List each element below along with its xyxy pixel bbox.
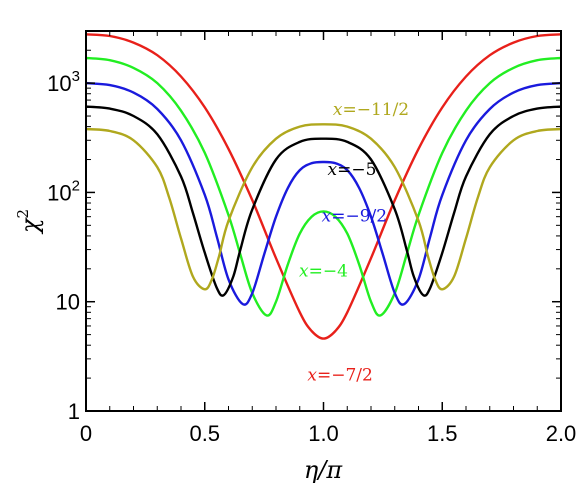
x-axis-title: η/π xyxy=(304,456,343,484)
series-label-value: =−11/2 xyxy=(342,100,409,120)
series-label-value: =−4 xyxy=(309,262,348,282)
series-label-value: =−5 xyxy=(337,160,376,180)
y-tick-label-base: 10 xyxy=(47,71,71,96)
series-line-5 xyxy=(85,123,562,291)
series-line-4 xyxy=(85,105,562,297)
series-label-variable: x xyxy=(328,160,338,180)
series-label-variable: x xyxy=(299,262,309,282)
series-label: x=−7/2 xyxy=(307,366,372,386)
y-tick-label-exponent: 3 xyxy=(72,68,80,85)
y-tick-label-exponent: 2 xyxy=(72,177,80,194)
annotation-layer: x=−11/2x=−5x=−9/2x=−4x=−7/2 xyxy=(299,100,409,385)
series-label: x=−5 xyxy=(328,160,377,180)
series-label-value: =−9/2 xyxy=(331,207,387,227)
series-line-1 xyxy=(85,33,562,340)
y-tick-label: 10 xyxy=(56,290,80,315)
y-axis-title: χ2 xyxy=(14,209,44,235)
y-tick-label: 1 xyxy=(68,399,80,424)
series-label: x=−11/2 xyxy=(333,100,409,120)
series-label-value: =−7/2 xyxy=(317,366,373,386)
y-axis-title-base: χ xyxy=(16,217,44,235)
x-tick-label: 0.5 xyxy=(189,421,220,446)
series-label-variable: x xyxy=(322,207,332,227)
series-label-variable: x xyxy=(307,366,317,386)
plot-background xyxy=(86,31,561,411)
series-label: x=−9/2 xyxy=(322,207,387,227)
x-tick-label: 1.0 xyxy=(308,421,339,446)
x-tick-label: 0 xyxy=(80,421,92,446)
series-layer xyxy=(85,33,562,340)
x-tick-label: 1.5 xyxy=(427,421,458,446)
y-axis-title-superscript: 2 xyxy=(14,209,32,219)
y-tick-label: 102 xyxy=(47,177,80,205)
x-tick-label: 2.0 xyxy=(546,421,577,446)
y-tick-label-base: 1 xyxy=(68,399,80,424)
series-line-2 xyxy=(85,56,562,317)
series-label: x=−4 xyxy=(299,262,348,282)
series-label-variable: x xyxy=(333,100,343,120)
series-line-3 xyxy=(85,81,562,306)
y-tick-label: 103 xyxy=(47,68,80,96)
y-tick-label-base: 10 xyxy=(47,180,71,205)
y-tick-label-base: 10 xyxy=(56,290,80,315)
